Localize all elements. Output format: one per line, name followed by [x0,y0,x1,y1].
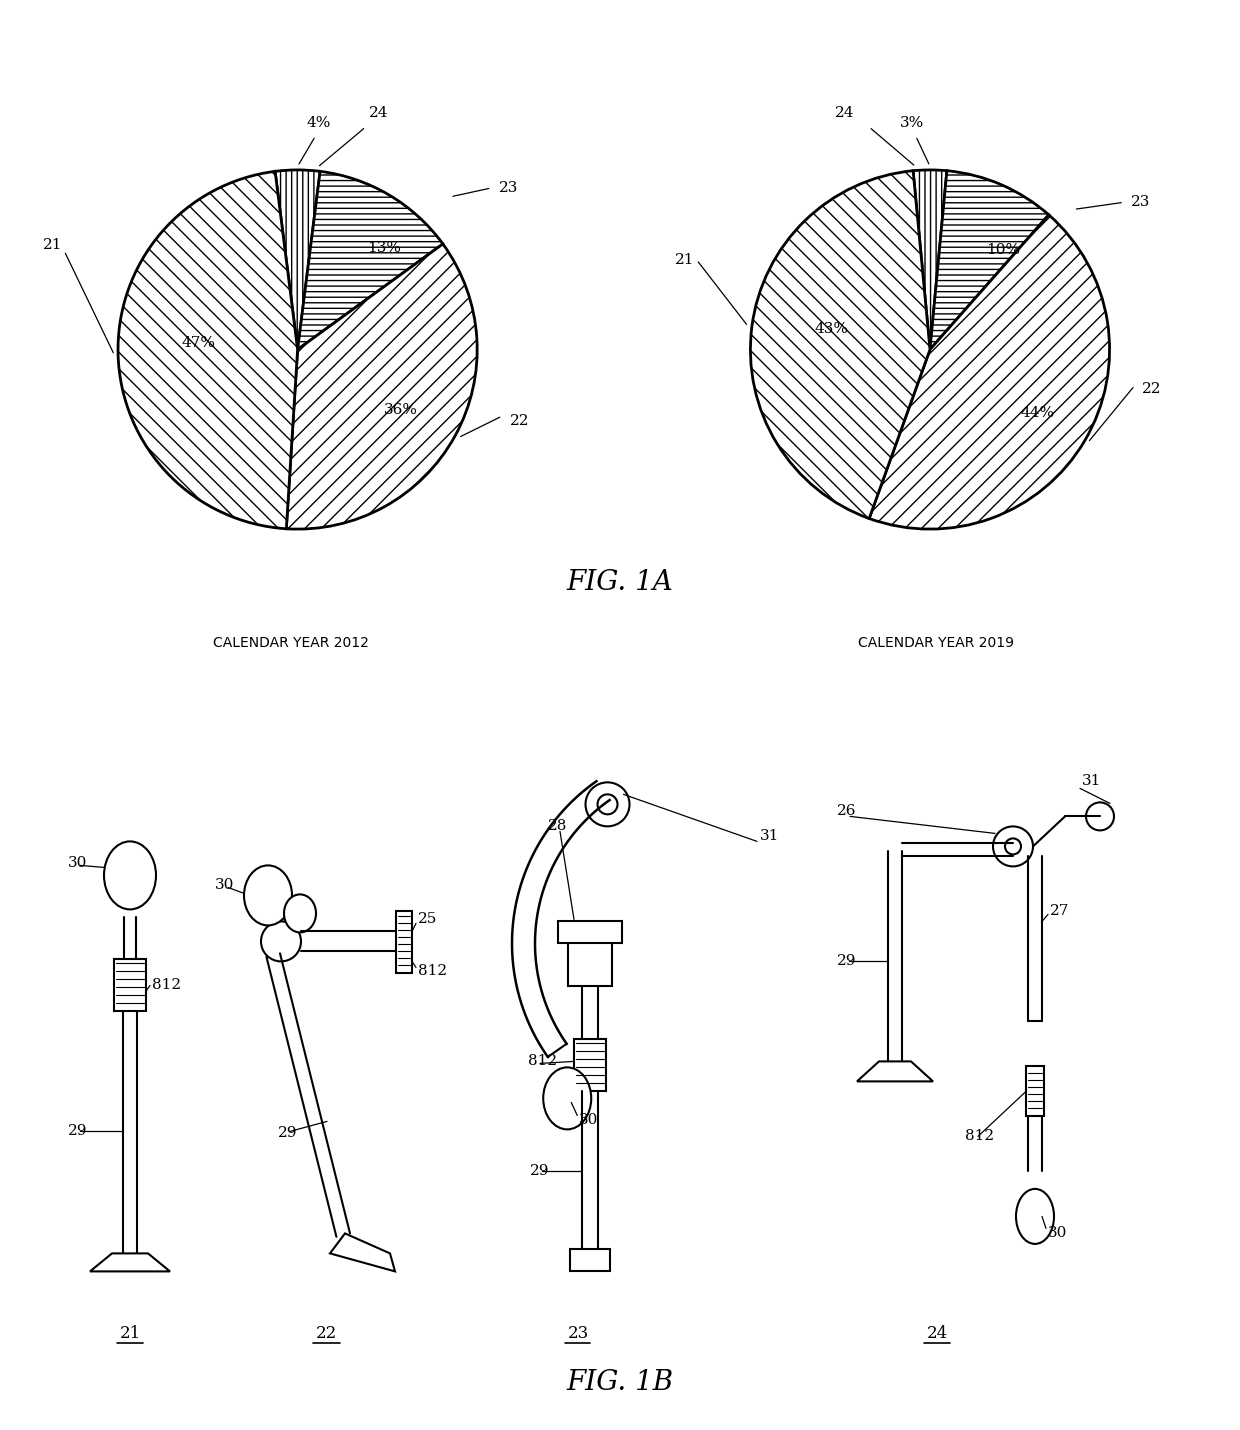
Text: 22: 22 [1142,382,1162,396]
Text: 29: 29 [278,1127,298,1140]
Text: 24: 24 [926,1326,947,1341]
Text: FIG. 1B: FIG. 1B [567,1370,673,1396]
Text: 27: 27 [1050,904,1069,918]
Bar [114,960,146,1011]
Ellipse shape [104,841,156,909]
Text: CALENDAR YEAR 2012: CALENDAR YEAR 2012 [213,636,370,651]
Wedge shape [298,172,443,349]
Wedge shape [913,170,947,349]
Bar [1025,1067,1044,1117]
Circle shape [260,921,301,961]
Text: 21: 21 [42,239,62,252]
Text: 23: 23 [1131,196,1151,209]
Text: 10%: 10% [986,243,1019,257]
Text: 29: 29 [529,1164,549,1178]
Text: 3%: 3% [900,116,924,130]
Bar [396,911,412,974]
Text: 21: 21 [675,253,694,267]
Text: 44%: 44% [1021,406,1054,420]
Bar [568,941,613,987]
Text: 4%: 4% [308,116,331,130]
Text: 30: 30 [579,1114,599,1127]
Wedge shape [286,245,477,529]
Polygon shape [330,1234,396,1271]
Text: 24: 24 [835,106,854,120]
Text: 31: 31 [760,829,780,844]
Text: 30: 30 [68,857,87,871]
Text: CALENDAR YEAR 2019: CALENDAR YEAR 2019 [858,636,1014,651]
Wedge shape [750,170,930,519]
Bar [574,1040,606,1091]
Text: 30: 30 [215,878,234,892]
Circle shape [585,782,630,827]
Circle shape [993,827,1033,867]
Text: 812: 812 [153,978,181,992]
Circle shape [1004,838,1021,854]
Text: 22: 22 [510,415,529,429]
Polygon shape [857,1061,932,1081]
Text: 812: 812 [418,964,448,978]
Bar [570,1250,610,1271]
Text: 812: 812 [965,1130,994,1144]
Wedge shape [930,170,1049,349]
Text: 29: 29 [837,954,857,968]
Wedge shape [869,214,1110,529]
Text: 13%: 13% [367,240,401,255]
Text: 29: 29 [68,1124,88,1138]
Text: 21: 21 [119,1326,140,1341]
Text: 25: 25 [418,912,438,927]
Circle shape [1086,802,1114,831]
Bar [558,921,622,944]
Text: 22: 22 [315,1326,336,1341]
Wedge shape [275,170,320,349]
Text: 30: 30 [1048,1227,1068,1240]
Text: FIG. 1A: FIG. 1A [567,569,673,595]
Text: 31: 31 [1083,775,1101,788]
Text: 43%: 43% [815,322,849,336]
Ellipse shape [1016,1188,1054,1244]
Ellipse shape [543,1067,591,1130]
Text: 23: 23 [568,1326,589,1341]
Text: 23: 23 [498,180,518,194]
Ellipse shape [244,865,291,925]
Text: 28: 28 [548,819,568,834]
Ellipse shape [284,894,316,932]
Circle shape [598,794,618,814]
Text: 36%: 36% [384,403,418,418]
Text: 47%: 47% [182,336,216,350]
Wedge shape [118,172,298,529]
Text: 26: 26 [837,805,857,818]
Text: 812: 812 [528,1054,557,1068]
Text: 24: 24 [370,106,389,120]
Polygon shape [91,1254,170,1271]
